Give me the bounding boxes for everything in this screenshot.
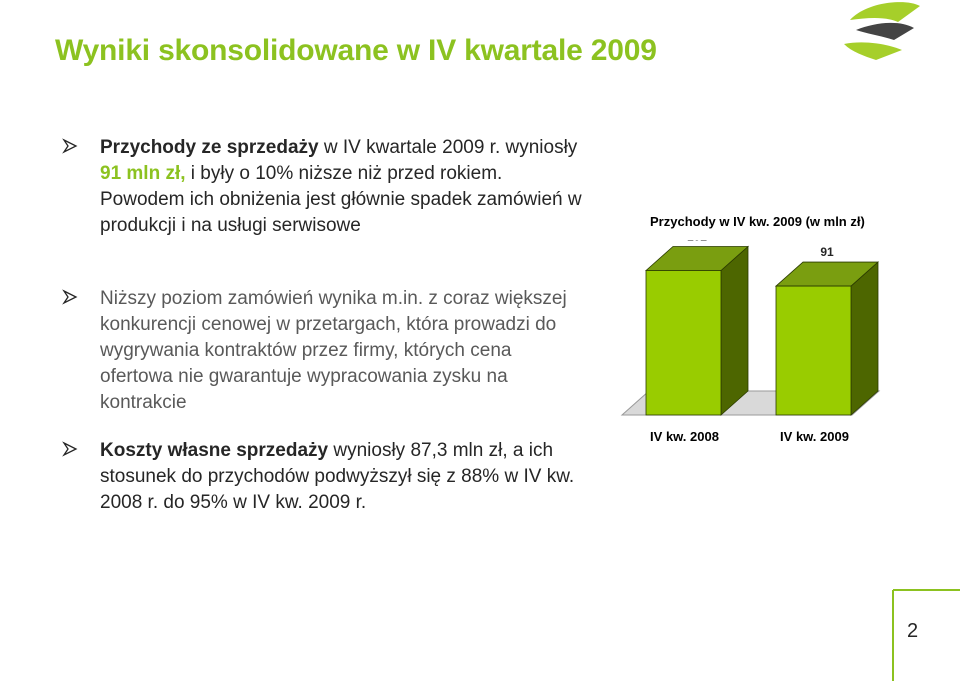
bullet-costs: Koszty własne sprzedaży wyniosły 87,3 ml…	[62, 438, 582, 516]
category-label-1: IV kw. 2008	[650, 429, 719, 444]
bar-2	[775, 285, 852, 416]
bullet-part2: i były o 10% niższe niż przed rokiem. Po…	[100, 163, 582, 236]
bullet-rest: wyniosły 87,3 mln zł, a ich stosunek do …	[100, 440, 575, 513]
category-label-2: IV kw. 2009	[780, 429, 849, 444]
page-number: 2	[907, 620, 919, 642]
arrow-bullet-icon	[62, 138, 78, 154]
slide-title: Wyniki skonsolidowane w IV kwartale 2009	[55, 34, 657, 67]
data-label-2: 91	[820, 245, 834, 259]
bullet-revenue: Przychody ze sprzedaży w IV kwartale 200…	[62, 135, 582, 239]
bullet-lead: Koszty własne sprzedaży	[100, 440, 329, 461]
bar-side-2	[850, 261, 879, 416]
chart-title: Przychody w IV kw. 2009 (w mln zł)	[650, 214, 865, 229]
bullet-text: Koszty własne sprzedaży wyniosły 87,3 ml…	[100, 438, 582, 516]
revenue-highlight: 91 mln zł,	[100, 163, 186, 184]
bullet-lead: Przychody ze sprzedaży	[100, 137, 319, 158]
bullet-text: Przychody ze sprzedaży w IV kwartale 200…	[100, 135, 582, 239]
company-logo-icon	[844, 2, 920, 60]
bar-side-1	[720, 245, 749, 416]
data-label-1: 102	[687, 240, 707, 244]
bullet-orders: Niższy poziom zamówień wynika m.in. z co…	[62, 286, 582, 416]
arrow-bullet-icon	[62, 441, 78, 457]
bar-1	[645, 270, 722, 416]
bullet-part1: w IV kwartale 2009 r. wyniosły	[318, 137, 578, 158]
arrow-bullet-icon	[62, 289, 78, 305]
bullet-text: Niższy poziom zamówień wynika m.in. z co…	[100, 288, 567, 413]
revenue-bar-chart: 102 91 IV kw. 2008 IV kw. 2009	[620, 240, 881, 444]
